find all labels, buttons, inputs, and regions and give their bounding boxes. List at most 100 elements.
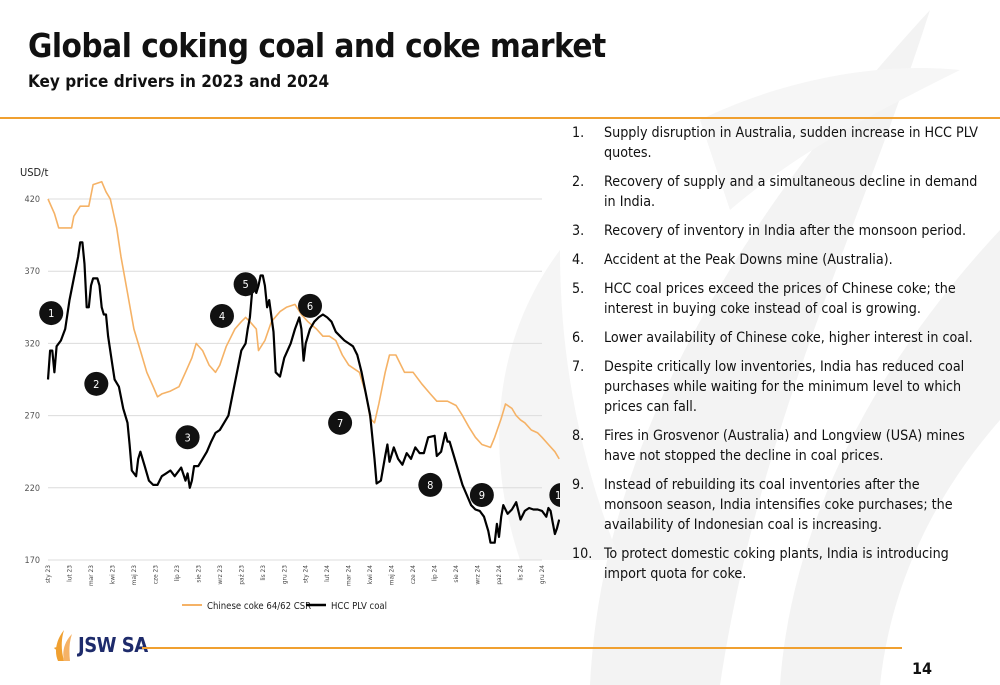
- series-line-hcc-plv-coal: [46, 241, 560, 544]
- jsw-logo: JSW SA: [52, 628, 148, 662]
- annotation-circle: [84, 371, 109, 396]
- x-tick-label: lis 23: [259, 565, 267, 581]
- x-tick-label: wrz 24: [474, 565, 482, 585]
- note-number: 6.: [572, 330, 585, 346]
- note-item: 8. Fires in Grosvenor (Australia) and Lon…: [572, 426, 982, 466]
- x-tick-label: cze 24: [409, 565, 417, 584]
- y-tick-label: 320: [25, 339, 40, 349]
- y-axis-label: USD/t: [20, 166, 48, 179]
- note-item: 7. Despite critically low inventories, In…: [572, 357, 982, 417]
- note-number: 1.: [572, 125, 585, 141]
- note-text: Recovery of supply and a simultaneous de…: [604, 174, 978, 210]
- annotation-label: 10: [555, 489, 560, 502]
- page-title: Global coking coal and coke market: [28, 26, 606, 65]
- x-tick-label: mar 24: [345, 565, 353, 586]
- annotation-marker: 4: [209, 303, 234, 328]
- annotation-circle: [418, 472, 443, 497]
- note-item: 10. To protect domestic coking plants, In…: [572, 544, 982, 584]
- header-divider: [0, 117, 1000, 119]
- price-chart: USD/t 170 220 270 320 370 420 sty 23 lut 23 mar 2…: [20, 166, 560, 612]
- note-item: 2. Recovery of supply and a simultaneous …: [572, 172, 982, 212]
- note-number: 8.: [572, 428, 585, 444]
- annotation-label: 9: [479, 489, 485, 502]
- x-tick-label: lip 24: [431, 565, 439, 582]
- annotation-marker: 5: [233, 272, 258, 297]
- annotation-label: 2: [93, 378, 99, 391]
- annotation-label: 8: [427, 479, 433, 492]
- x-tick-label: mar 23: [87, 565, 95, 586]
- annotation-marker: 1: [39, 301, 64, 326]
- annotation-marker: 3: [175, 425, 200, 450]
- note-text: Recovery of inventory in India after the…: [604, 223, 967, 239]
- annotation-label: 7: [337, 417, 343, 430]
- logo-text: JSW SA: [78, 633, 148, 657]
- x-tick-label: gru 24: [538, 565, 546, 584]
- series-line-chinese-coke: [47, 180, 560, 460]
- x-tick-label: kwi 23: [108, 565, 116, 584]
- annotation-marker: 2: [84, 371, 109, 396]
- note-text: Instead of rebuilding its coal inventori…: [604, 477, 953, 533]
- note-text: To protect domestic coking plants, India…: [604, 546, 949, 582]
- note-number: 2.: [572, 174, 585, 190]
- note-text: Supply disruption in Australia, sudden i…: [604, 125, 978, 161]
- page-subtitle: Key price drivers in 2023 and 2024: [28, 72, 330, 92]
- annotation-marker: 9: [469, 483, 494, 508]
- note-text: HCC coal prices exceed the prices of Chi…: [604, 281, 956, 317]
- note-number: 7.: [572, 359, 585, 375]
- annotation-label: 4: [219, 310, 225, 323]
- x-tick-label: maj 23: [130, 565, 138, 585]
- note-item: 1. Supply disruption in Australia, sudden…: [572, 123, 982, 163]
- x-tick-label: sty 23: [44, 565, 52, 583]
- annotation-circle: [209, 303, 234, 328]
- y-tick-label: 370: [25, 267, 40, 277]
- note-text: Despite critically low inventories, Indi…: [604, 359, 965, 415]
- x-tick-label: sie 23: [194, 565, 202, 583]
- legend-label: Chinese coke 64/62 CSR: [207, 601, 311, 612]
- annotation-circle: [175, 425, 200, 450]
- note-item: 4. Accident at the Peak Downs mine (Austr…: [572, 250, 982, 270]
- y-tick-label: 220: [25, 484, 40, 494]
- x-tick-label: gru 23: [280, 565, 288, 584]
- x-tick-label: maj 24: [388, 565, 396, 585]
- page-number: 14: [912, 659, 933, 678]
- x-tick-label: sie 24: [452, 565, 460, 583]
- note-number: 3.: [572, 223, 585, 239]
- note-item: 3. Recovery of inventory in India after t…: [572, 221, 982, 241]
- x-tick-label: paź 24: [495, 565, 503, 585]
- annotation-marker: 7: [328, 410, 353, 435]
- y-tick-label: 170: [25, 556, 40, 566]
- x-tick-label: lip 23: [173, 565, 181, 582]
- x-tick-label: kwi 24: [366, 565, 374, 584]
- annotation-label: 6: [307, 300, 313, 313]
- note-text: Lower availability of Chinese coke, high…: [604, 330, 973, 346]
- x-tick-label: paź 23: [237, 565, 245, 585]
- annotation-circle: [233, 272, 258, 297]
- annotation-circle: [328, 410, 353, 435]
- y-tick-label: 270: [25, 412, 40, 422]
- x-tick-label: lut 23: [65, 565, 73, 582]
- annotation-marker: 10: [549, 483, 560, 507]
- annotation-marker: 6: [298, 293, 323, 318]
- note-number: 4.: [572, 252, 585, 268]
- annotation-label: 1: [48, 307, 54, 320]
- x-tick-label: sty 24: [302, 565, 310, 583]
- price-driver-notes: 1. Supply disruption in Australia, sudden…: [572, 123, 982, 593]
- annotation-circle: [298, 293, 323, 318]
- x-tick-label: lis 24: [517, 565, 525, 581]
- annotation-label: 3: [184, 431, 190, 444]
- logo-flame-icon: [54, 630, 72, 661]
- note-number: 5.: [572, 281, 585, 297]
- note-text: Accident at the Peak Downs mine (Austral…: [604, 252, 893, 268]
- x-tick-label: wrz 23: [216, 565, 224, 585]
- annotation-circle: [469, 483, 494, 508]
- annotation-circle: [39, 301, 64, 326]
- y-tick-label: 420: [25, 195, 40, 205]
- note-number: 10.: [572, 546, 593, 562]
- x-tick-label: lut 24: [323, 565, 331, 582]
- footer-divider: [142, 647, 902, 649]
- legend-label: HCC PLV coal: [331, 601, 387, 612]
- note-item: 6. Lower availability of Chinese coke, hi…: [572, 328, 982, 348]
- note-item: 9. Instead of rebuilding its coal invento…: [572, 475, 982, 535]
- x-tick-label: cze 23: [151, 565, 159, 584]
- note-item: 5. HCC coal prices exceed the prices of C…: [572, 279, 982, 319]
